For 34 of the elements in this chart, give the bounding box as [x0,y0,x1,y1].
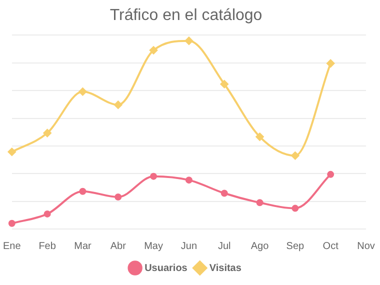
point [292,204,299,212]
legend-label: Visitas [209,262,242,274]
point [78,88,87,96]
x-tick-label: Jun [180,240,198,252]
point [256,132,264,141]
point [79,188,86,195]
point [44,210,51,218]
point [114,194,122,201]
x-tick-label: Oct [322,240,339,252]
point [256,199,264,206]
point [291,152,300,160]
point [8,220,16,227]
legend-label: Usuarios [144,262,188,274]
x-tick-label: Mar [74,240,92,252]
x-tick-label: May [144,240,163,252]
x-tick-label: Abr [110,240,127,252]
x-tick-label: Nov [357,240,375,252]
x-tick-label: Jul [218,240,231,252]
point [326,59,335,68]
point [185,176,192,184]
point [184,36,193,45]
point [220,80,228,88]
point [150,46,158,54]
x-tick-label: Ago [250,240,270,252]
point [114,100,122,109]
point [220,190,228,197]
point [43,129,52,138]
point [8,148,16,156]
chart-title: Tráfico en el catálogo [110,7,262,24]
x-tick-label: Ene [3,240,22,252]
point [327,170,334,178]
point [150,172,158,180]
x-tick-label: Feb [38,240,56,252]
x-tick-label: Sep [286,240,305,252]
